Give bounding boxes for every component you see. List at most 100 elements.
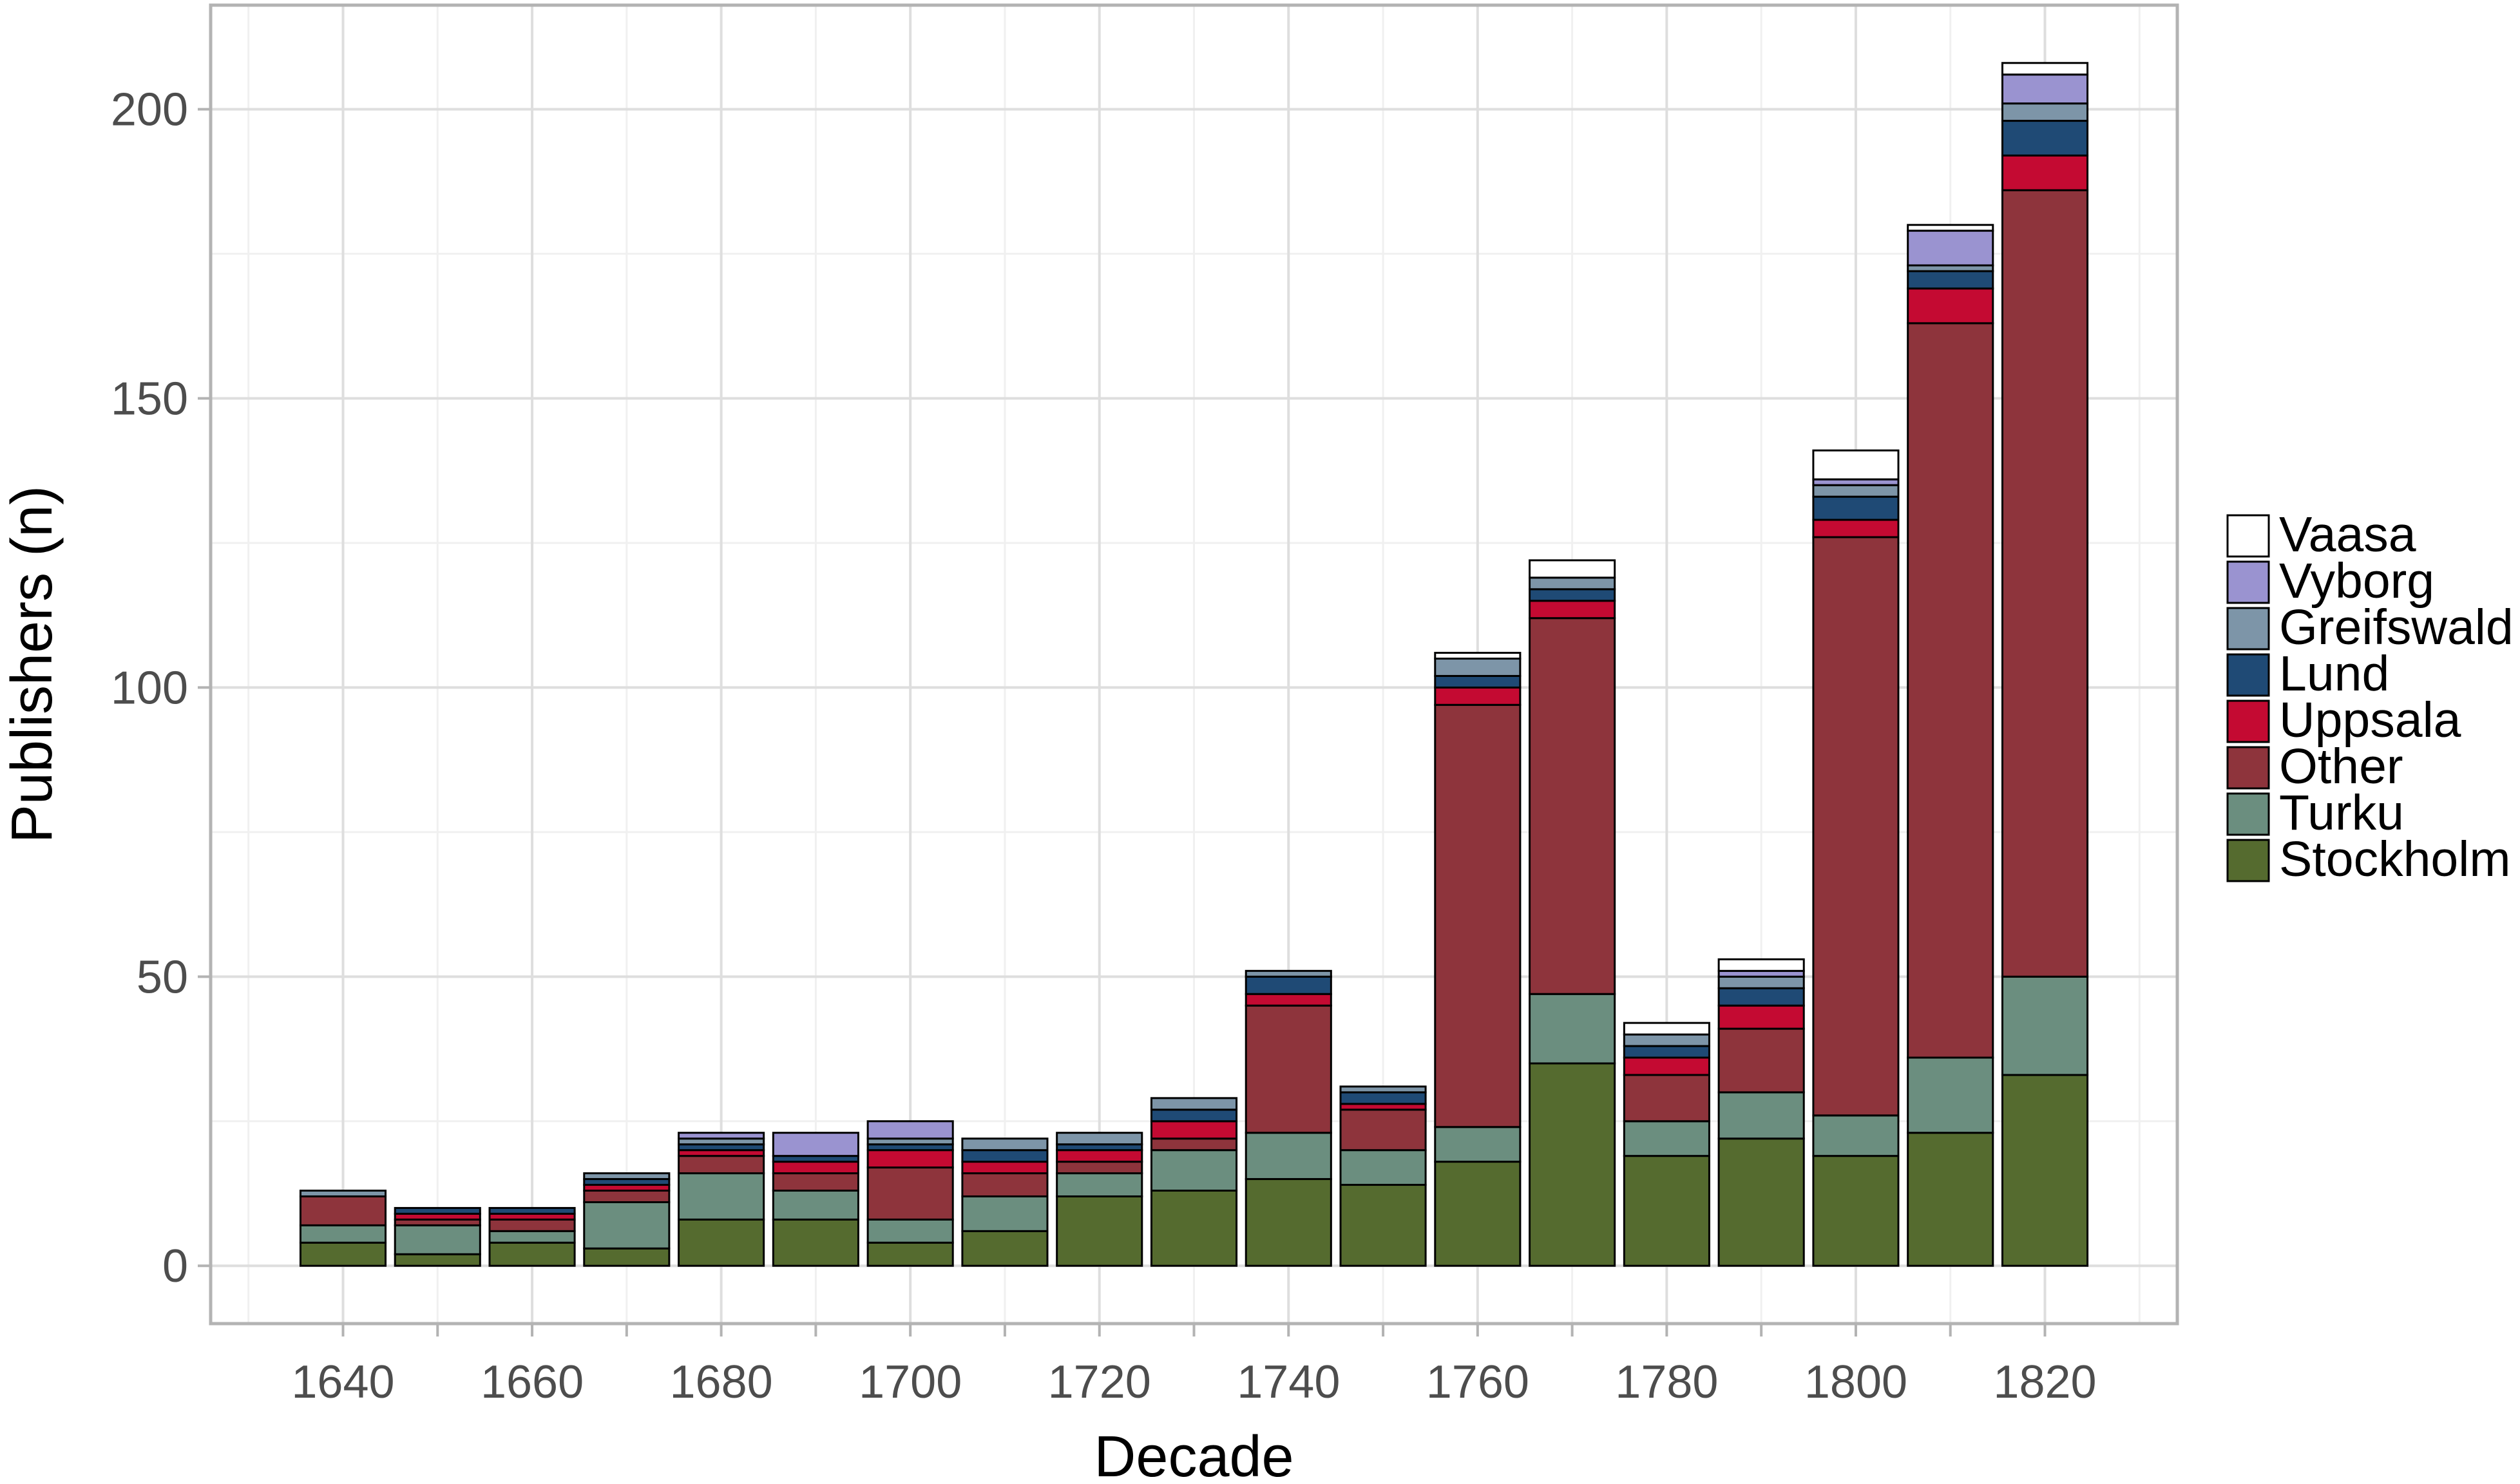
bar-segment-greifswald-1740	[1245, 969, 1332, 978]
bar-segment-other-1690	[772, 1172, 859, 1192]
bar-segment-stockholm-1660	[488, 1241, 576, 1267]
legend-label-turku: Turku	[2279, 785, 2404, 841]
bar-segment-uppsala-1740	[1245, 993, 1332, 1007]
bar-segment-greifswald-1710	[961, 1137, 1049, 1152]
legend-label-other: Other	[2279, 739, 2403, 794]
x-tick-label: 1640	[291, 1356, 394, 1408]
bar-segment-turku-1730	[1150, 1149, 1238, 1192]
axes: 0 50 100 150 200 1640 1660 1680 1700 1720 1740 1760…	[111, 84, 2097, 1408]
bar-segment-other-1640	[299, 1195, 387, 1226]
bar-segment-stockholm-1730	[1150, 1190, 1238, 1267]
bar-segment-vaasa-1760	[1434, 652, 1522, 660]
bar-segment-uppsala-1800	[1812, 518, 1900, 538]
bar-segment-stockholm-1700	[866, 1241, 954, 1267]
bar-segment-other-1800	[1812, 536, 1900, 1117]
bar-segment-other-1760	[1434, 703, 1522, 1128]
bar-segment-greifswald-1780	[1623, 1033, 1710, 1047]
bar-segment-lund-1760	[1434, 674, 1522, 689]
bar-segment-stockholm-1790	[1717, 1137, 1805, 1267]
bar-segment-turku-1750	[1339, 1149, 1427, 1186]
bar-segment-other-1740	[1245, 1004, 1332, 1134]
y-axis-title: Publishers (n)	[0, 486, 64, 843]
bar-segment-vaasa-1790	[1717, 958, 1805, 972]
bar-segment-turku-1700	[866, 1218, 954, 1244]
bar-segment-other-1820	[2001, 189, 2089, 978]
x-tick-label: 1780	[1615, 1356, 1718, 1408]
bar-segment-stockholm-1800	[1812, 1155, 1900, 1267]
legend-label-stockholm: Stockholm	[2279, 832, 2510, 887]
bar-segment-other-1810	[1907, 322, 1994, 1059]
x-tick-label: 1660	[481, 1356, 584, 1408]
bar-segment-other-1780	[1623, 1074, 1710, 1123]
legend-label-vaasa: Vaasa	[2279, 507, 2416, 562]
bar-segment-stockholm-1690	[772, 1218, 859, 1267]
bar-segment-turku-1680	[678, 1172, 765, 1221]
bar-segment-greifswald-1750	[1339, 1085, 1427, 1094]
bar-segment-other-1790	[1717, 1027, 1805, 1094]
bar-segment-vyborg-1820	[2001, 73, 2089, 105]
legend-key-other	[2226, 746, 2270, 790]
legend-key-stockholm	[2226, 839, 2270, 882]
bar-segment-other-1750	[1339, 1108, 1427, 1152]
bar-segment-other-1710	[961, 1172, 1049, 1197]
bar-segment-greifswald-1730	[1150, 1097, 1238, 1111]
bar-segment-turku-1690	[772, 1190, 859, 1221]
bar-segment-turku-1790	[1717, 1091, 1805, 1140]
x-tick-label: 1700	[859, 1356, 962, 1408]
bar-segment-greifswald-1640	[299, 1190, 387, 1197]
bar-segment-greifswald-1790	[1717, 975, 1805, 989]
bar-segment-lund-1810	[1907, 270, 1994, 290]
bar-segment-stockholm-1680	[678, 1218, 765, 1267]
y-tick-label: 100	[111, 662, 188, 714]
bar-segment-vaasa-1810	[1907, 224, 1994, 232]
bar-segment-vaasa-1780	[1623, 1022, 1710, 1036]
bar-segment-stockholm-1650	[394, 1253, 481, 1267]
bar-segment-lund-1730	[1150, 1108, 1238, 1123]
bar-segment-lund-1820	[2001, 120, 2089, 157]
bar-segment-uppsala-1770	[1529, 600, 1616, 620]
bar-segment-turku-1640	[299, 1224, 387, 1244]
y-tick-label: 150	[111, 374, 188, 425]
bar-segment-uppsala-1780	[1623, 1056, 1710, 1076]
bar-segment-stockholm-1710	[961, 1230, 1049, 1267]
bar-segment-lund-1710	[961, 1149, 1049, 1163]
bar-segment-lund-1770	[1529, 588, 1616, 602]
bar-segment-other-1680	[678, 1155, 765, 1175]
bar-segment-greifswald-1770	[1529, 576, 1616, 591]
bar-segment-vaasa-1820	[2001, 62, 2089, 76]
bar-segment-uppsala-1710	[961, 1161, 1049, 1175]
bar-segment-vyborg-1690	[772, 1132, 859, 1157]
bar-segment-stockholm-1810	[1907, 1132, 1994, 1267]
x-tick-label: 1680	[670, 1356, 773, 1408]
bar-segment-greifswald-1820	[2001, 102, 2089, 122]
legend-key-lund	[2226, 653, 2270, 697]
bar-segment-other-1730	[1150, 1137, 1238, 1152]
bar-segment-uppsala-1690	[772, 1161, 859, 1175]
bar-segment-turku-1780	[1623, 1120, 1710, 1157]
bar-segment-turku-1820	[2001, 975, 2089, 1076]
bar-segment-greifswald-1720	[1056, 1132, 1143, 1146]
bar-segment-uppsala-1790	[1717, 1004, 1805, 1030]
bar-segment-greifswald-1760	[1434, 658, 1522, 677]
legend: VaasaVyborgGreifswaldLundUppsalaOtherTur…	[2226, 507, 2514, 887]
x-tick-label: 1760	[1426, 1356, 1529, 1408]
bar-segment-other-1660	[488, 1218, 576, 1232]
legend-label-vyborg: Vyborg	[2279, 553, 2434, 609]
bar-segment-stockholm-1780	[1623, 1155, 1710, 1267]
x-axis-title: Decade	[1094, 1425, 1293, 1484]
bar-segment-stockholm-1740	[1245, 1178, 1332, 1267]
bar-segment-uppsala-1730	[1150, 1120, 1238, 1140]
bar-segment-stockholm-1820	[2001, 1074, 2089, 1267]
y-tick-label: 0	[162, 1241, 188, 1292]
bar-segment-turku-1720	[1056, 1172, 1143, 1197]
bar-segment-stockholm-1750	[1339, 1184, 1427, 1267]
bar-segment-uppsala-1760	[1434, 686, 1522, 706]
bar-segment-turku-1710	[961, 1195, 1049, 1232]
bar-segment-turku-1670	[583, 1201, 671, 1250]
bar-segment-stockholm-1770	[1529, 1062, 1616, 1267]
bar-segment-lund-1650	[394, 1206, 481, 1215]
bar-segment-stockholm-1640	[299, 1241, 387, 1267]
bar-segment-turku-1740	[1245, 1132, 1332, 1181]
bar-segment-lund-1740	[1245, 975, 1332, 995]
